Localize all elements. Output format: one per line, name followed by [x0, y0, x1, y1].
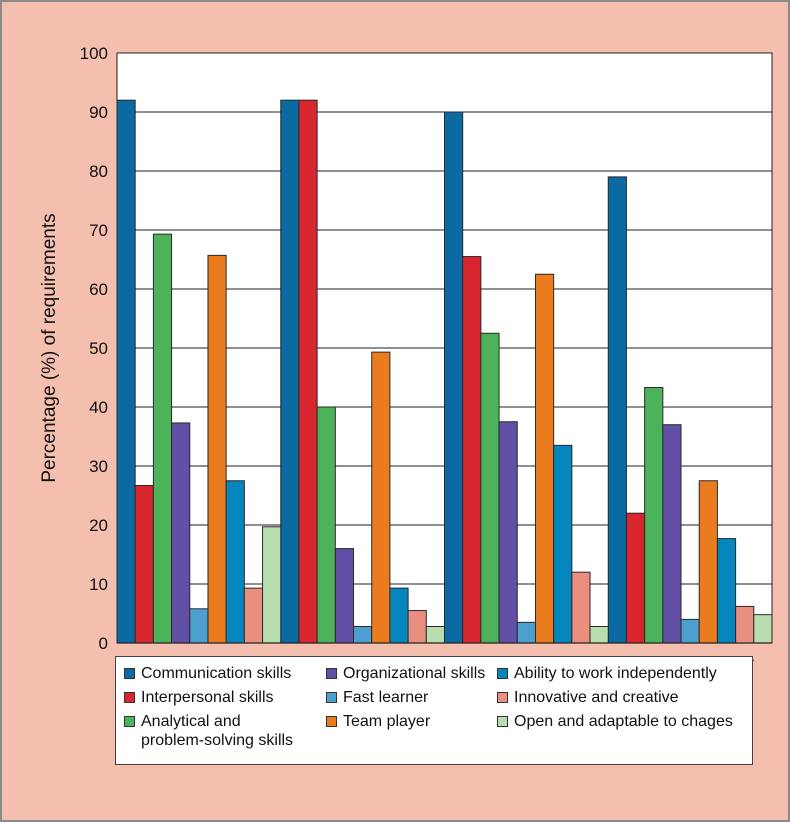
y-tick-label: 100 [80, 44, 108, 63]
legend-label: Analytical and problem-solving skills [141, 713, 294, 749]
legend-label: Team player [343, 713, 431, 730]
bar [225, 480, 245, 644]
bar [262, 526, 282, 644]
legend-item: Ability to work independently [497, 664, 717, 683]
bar [243, 587, 264, 644]
bar [425, 625, 445, 644]
legend: Communication skills Interpersonal skills… [115, 656, 753, 765]
legend-item: Open and adaptable to chages [497, 712, 733, 731]
legend-label: Innovative and creative [514, 689, 679, 706]
bar [534, 273, 555, 644]
bar [680, 618, 700, 644]
bar [444, 111, 464, 644]
y-tick-label: 50 [89, 339, 108, 358]
y-tick-label: 30 [89, 457, 108, 476]
legend-item: Analytical and problem-solving skills [124, 712, 304, 750]
y-tick-label: 40 [89, 398, 108, 417]
legend-label: Communication skills [141, 665, 292, 682]
bar [389, 587, 409, 644]
bar [152, 233, 173, 644]
legend-item: Team player [326, 712, 430, 731]
bar [407, 610, 427, 644]
bar [353, 625, 373, 644]
legend-label: Ability to work independently [514, 665, 717, 682]
legend-item: Innovative and creative [497, 688, 679, 707]
bar [753, 614, 773, 644]
legend-swatch [124, 716, 135, 727]
legend-swatch [326, 668, 337, 679]
y-axis-title: Percentage (%) of requirements [39, 213, 60, 482]
legend-swatch [326, 716, 337, 727]
bar [462, 256, 482, 644]
bar [625, 512, 646, 644]
bar [589, 625, 609, 644]
bar [189, 608, 209, 644]
y-tick-label: 60 [89, 280, 108, 299]
y-tick-labels: 0 10 20 30 40 50 60 70 80 90 100 [80, 44, 108, 653]
legend-label: Fast learner [343, 689, 429, 706]
legend-item: Fast learner [326, 688, 428, 707]
legend-swatch [124, 692, 135, 703]
bar [607, 176, 627, 644]
legend-item: Interpersonal skills [124, 688, 274, 707]
bar [334, 548, 355, 644]
bar [516, 621, 536, 644]
legend-swatch [497, 716, 508, 727]
bar [716, 538, 737, 644]
legend-item: Communication skills [124, 664, 291, 683]
legend-label: Organizational skills [343, 665, 486, 682]
bars [116, 99, 773, 644]
bar [571, 571, 591, 644]
y-tick-label: 10 [89, 575, 108, 594]
bar [116, 99, 136, 644]
bar [644, 387, 664, 644]
bar [207, 254, 227, 644]
legend-label: Open and adaptable to chages [514, 713, 733, 730]
bar [280, 99, 300, 644]
bar [553, 444, 573, 644]
bar [698, 480, 718, 644]
bar [316, 406, 336, 644]
bar [735, 605, 755, 644]
bar [134, 484, 154, 644]
bar [498, 421, 518, 644]
legend-item: Organizational skills [326, 664, 485, 683]
legend-swatch [497, 668, 508, 679]
y-tick-label: 70 [89, 221, 108, 240]
bar [298, 99, 318, 644]
y-tick-label: 0 [99, 634, 108, 653]
bar [480, 332, 500, 644]
legend-swatch [497, 692, 508, 703]
bar [662, 424, 682, 644]
legend-swatch [326, 692, 337, 703]
bar [171, 422, 191, 644]
legend-swatch [124, 668, 135, 679]
y-tick-label: 90 [89, 103, 108, 122]
legend-label: Interpersonal skills [141, 689, 274, 706]
y-tick-label: 20 [89, 516, 108, 535]
y-tick-label: 80 [89, 162, 108, 181]
bar [371, 351, 391, 644]
